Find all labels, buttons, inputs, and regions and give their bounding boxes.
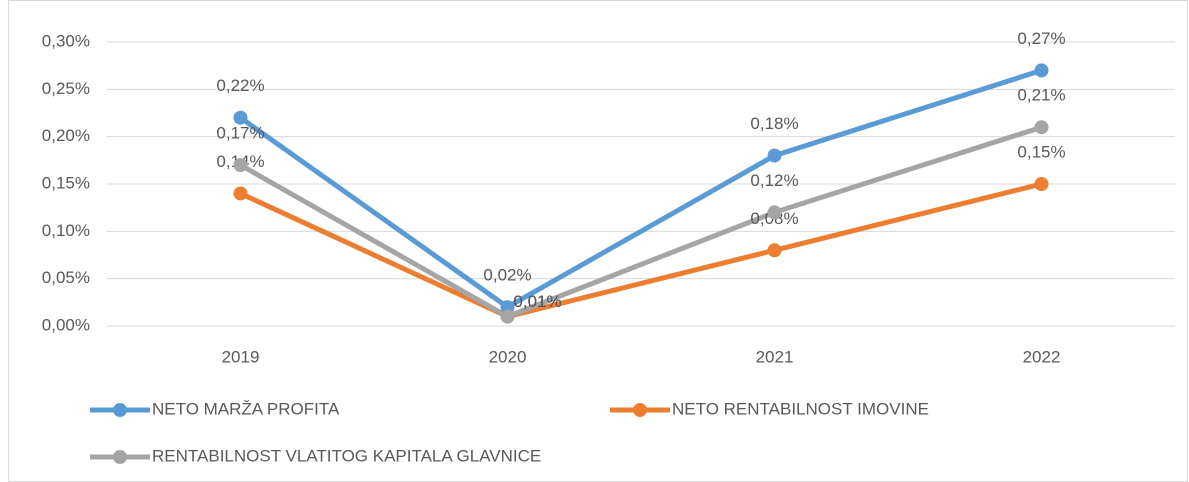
data-label: 0,15% [1017,142,1065,161]
series-line [239,124,1043,320]
data-point [233,158,248,173]
data-point [767,205,782,220]
y-tick-label: 0,20% [42,126,90,145]
data-label: 0,01% [513,292,561,311]
data-point [767,243,782,258]
data-point [767,148,782,163]
data-label: 0,01% [513,292,561,311]
data-label: 0,27% [1017,29,1065,48]
legend-marker [113,403,127,417]
legend-label: NETO RENTABILNOST IMOVINE [672,399,929,418]
legend-label: NETO MARŽA PROFITA [152,399,340,418]
x-tick-label: 2022 [1023,347,1061,366]
data-label: 0,12% [750,171,798,190]
data-point [1034,63,1049,78]
legend-marker [633,403,647,417]
data-point [1034,177,1049,191]
legend-marker [113,450,127,464]
data-label: 0,17% [216,124,264,143]
legend-label: RENTABILNOST VLATITOG KAPITALA GLAVNICE [152,446,541,465]
y-tick-label: 0,30% [42,31,90,50]
chart-frame [8,0,1188,482]
y-tick-label: 0,00% [42,315,90,334]
data-point [233,110,248,125]
y-tick-label: 0,05% [42,268,90,287]
data-label: 0,18% [750,114,798,133]
x-tick-label: 2021 [756,347,794,366]
series-line [239,68,1043,310]
y-tick-label: 0,25% [42,79,90,98]
data-point [233,186,248,201]
data-label: 0,21% [1017,86,1065,105]
data-label: 0,22% [216,76,264,95]
data-label: 0,02% [483,266,531,285]
y-tick-label: 0,15% [42,173,90,192]
data-point [500,309,515,324]
series-line [239,181,1043,320]
data-point [1034,120,1049,135]
y-tick-label: 0,10% [42,221,90,240]
x-tick-label: 2020 [489,347,527,366]
x-tick-label: 2019 [222,347,260,366]
